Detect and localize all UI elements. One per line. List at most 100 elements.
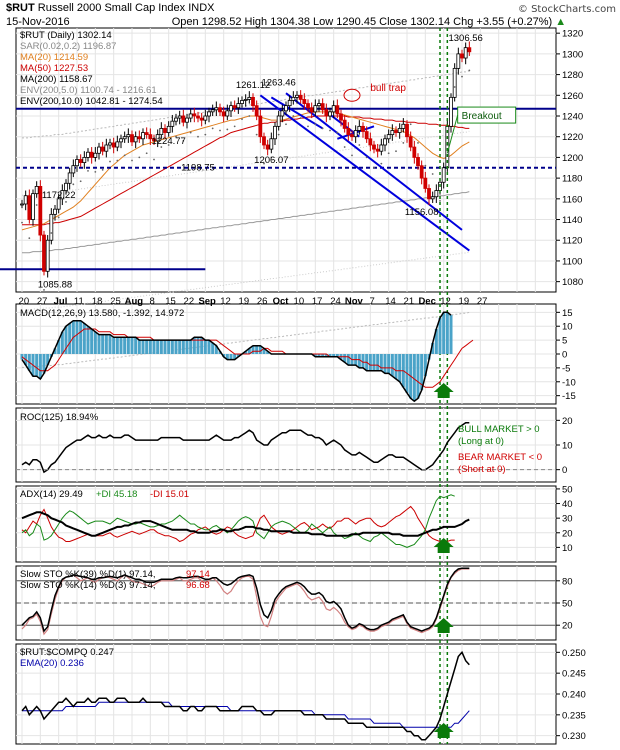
price-bar-body [328,111,332,117]
macd-histogram-bar [196,337,200,354]
price-bar-body [42,234,46,272]
x-tick-label: 12 [440,296,451,307]
price-bar-body [287,100,292,107]
price-bar-body [434,190,439,198]
price-bar-body [97,146,101,154]
macd-histogram-bar [130,337,134,354]
macd-histogram-bar [148,340,152,354]
bull-trap-circle [343,88,361,102]
ratio-legend: $RUT:$COMPQ 0.247 [20,647,114,658]
macd-histogram-bar [372,354,376,371]
macd-histogram-bar [387,354,391,374]
sar-dot [226,128,229,131]
sar-dot [211,127,214,130]
price-bar-body [104,144,109,152]
y-tick-label-price: 1200 [562,153,583,164]
price-bar-body [159,128,164,136]
env5-lower-line [22,251,470,311]
sar-dot [431,173,434,175]
price-bar-body [306,103,310,109]
price-bar-body [383,138,387,146]
sar-dot [321,127,324,130]
ma200-line [22,191,470,254]
x-tick-label: Jul [54,296,68,307]
price-bar-body [302,99,307,104]
price-bar-body [229,105,233,112]
y-tick-label-price: 1100 [562,256,582,267]
sar-dot [439,199,441,202]
price-bar-body [320,103,325,111]
y-tick-label-ratio: 0.250 [562,648,586,659]
price-bar-body [295,94,299,98]
x-tick-label: 27 [37,296,48,307]
price-bar-body [155,134,160,142]
price-bar-body [269,138,274,150]
buy-signal-arrow-icon [433,723,454,738]
price-bar-body [251,96,255,107]
price-bar-body [23,195,28,205]
macd-histogram-bar [200,337,204,354]
macd-histogram-bar [449,315,453,354]
sar-dot [87,169,89,172]
sar-dot [365,156,368,159]
macd-histogram-bar [60,331,64,354]
macd-histogram-bar [178,340,182,354]
price-bar-body [207,111,211,117]
breakout-pointer [446,114,459,154]
price-bar-body [130,134,134,143]
price-label: 1206.07 [254,155,288,166]
sar-dot [21,221,23,224]
price-bar-body [174,117,178,122]
legend-item-env5: ENV(200,5.0) 1100.74 - 1216.61 [20,85,157,96]
adx-line [21,511,470,537]
price-label: 1085.88 [38,280,72,291]
y-tick-label-price: 1260 [562,91,583,102]
x-tick-label: 26 [257,296,268,307]
price-bar-body [192,113,197,117]
macd-histogram-bar [376,354,380,371]
x-tick-label: 17 [312,296,323,307]
sar-dot [255,133,258,136]
macd-histogram-bar [90,329,94,354]
price-bar-body [372,144,376,150]
y-tick-label-adx: 50 [562,484,573,495]
macd-histogram-bar [317,354,321,357]
macd-histogram-bar [20,354,24,360]
price-bar-body [111,142,116,148]
macd-histogram-bar [123,337,127,354]
y-tick-label-macd: 5 [562,336,567,347]
price-bar-body [364,131,369,140]
price-bar-body [199,117,204,121]
x-tick-label: Aug [125,296,144,307]
sar-dot [263,162,265,165]
header-line-1: $RUT Russell 2000 Small Cap Index INDX [6,2,215,14]
sar-dot [417,142,419,144]
price-bar-body [353,130,358,138]
macd-histogram-bar [255,345,259,354]
sar-dot [109,160,111,163]
price-bar-body [218,107,222,113]
sar-dot [167,144,170,146]
price-bar-body [423,177,428,189]
macd-histogram-bar [361,354,365,368]
ma50-line [22,115,470,226]
macd-histogram-bar [68,323,72,354]
breakout-label: Breakout [462,111,502,122]
sar-dot [329,129,331,132]
price-label: 1224.77 [151,136,185,147]
y-tick-label-macd: 15 [562,308,573,319]
sar-dot [50,232,53,234]
change-label: Chg [453,16,474,28]
price-bar-body [100,146,105,152]
sar-dot [241,118,243,121]
macd-histogram-bar [218,351,222,354]
price-bar-body [467,47,472,53]
macd-histogram-bar [141,340,145,354]
macd-histogram-bar [412,354,416,402]
copyright: © StockCharts.com [517,4,616,15]
price-bar-body [247,96,252,100]
sar-dot [79,180,82,183]
macd-histogram-bar [233,354,237,360]
price-bar-body [463,47,468,59]
